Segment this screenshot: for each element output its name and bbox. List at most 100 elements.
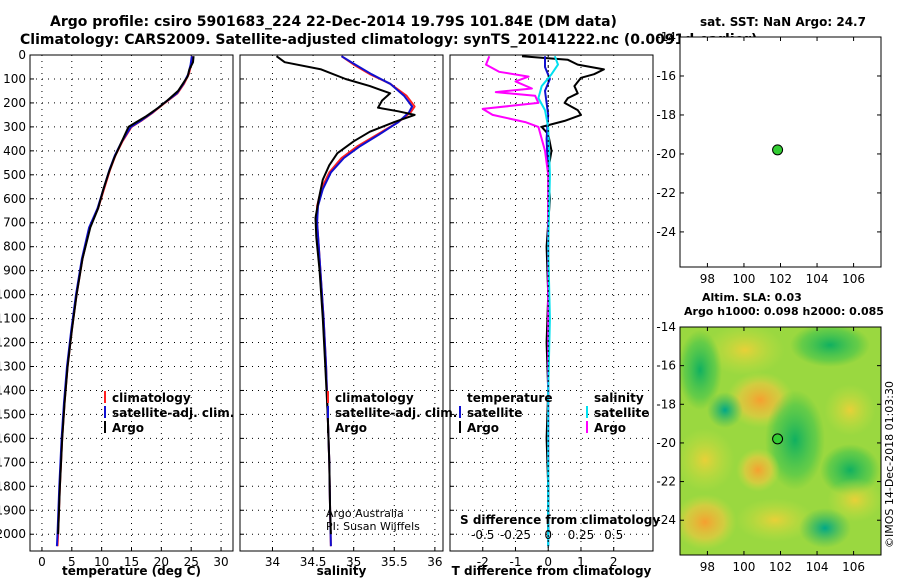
s-diff-tick-label: -0.25 bbox=[500, 528, 531, 542]
legend-swatch-climatology bbox=[104, 391, 106, 403]
y-tick-label: 1200 bbox=[0, 336, 26, 350]
y-tick-label: 1800 bbox=[0, 479, 26, 493]
legend-t-argo: Argo bbox=[467, 421, 499, 435]
depth-axis-labels: 0 100 200 300 400 500 600 700 800 900 1000 1100 1200… bbox=[0, 48, 26, 541]
series-argo bbox=[275, 55, 416, 535]
y-tick-label: 800 bbox=[3, 240, 26, 254]
y-tick-label: 700 bbox=[3, 216, 26, 230]
legend-salinity-title: salinity bbox=[594, 391, 644, 405]
legend-s-satellite: satellite bbox=[594, 406, 649, 420]
temp-legend: climatology satellite-adj. clim. Argo bbox=[104, 391, 234, 435]
series-t-argo-clim bbox=[521, 55, 605, 535]
y-tick-label: 200 bbox=[3, 96, 26, 110]
x-tick-label: 100 bbox=[733, 272, 756, 286]
plot-frame bbox=[29, 54, 234, 552]
sal-legend: climatology satellite-adj. clim. Argo Ar… bbox=[326, 391, 457, 533]
x-tick-label: 34.5 bbox=[300, 555, 327, 569]
x-tick-label: 30 bbox=[213, 555, 228, 569]
legend-climatology: climatology bbox=[335, 391, 414, 405]
legend-swatch-satellite bbox=[104, 406, 106, 418]
y-tick-label: -24 bbox=[656, 225, 676, 239]
float-position-marker bbox=[772, 144, 784, 156]
legend-swatch-t-satellite bbox=[459, 406, 461, 418]
legend-satellite: satellite-adj. clim. bbox=[112, 406, 234, 420]
sst-title: sat. SST: NaN Argo: 24.7 bbox=[700, 15, 866, 29]
diff-legend: temperature satellite Argo salinity sate… bbox=[459, 391, 660, 542]
x-tick-label: -1 bbox=[509, 555, 521, 569]
x-tick-label: -2 bbox=[477, 555, 489, 569]
x-tick-label: 0 bbox=[544, 555, 552, 569]
legend-swatch-climatology bbox=[327, 391, 329, 403]
x-tick-label: 1 bbox=[577, 555, 585, 569]
x-tick-label: 0 bbox=[38, 555, 46, 569]
y-tick-label: 2000 bbox=[0, 527, 26, 541]
y-tick-label: 600 bbox=[3, 192, 26, 206]
difference-panel: -2 -1 0 1 2T difference from climatology bbox=[449, 54, 654, 578]
title-line-1: Argo profile: csiro 5901683_224 22-Dec-2… bbox=[50, 14, 617, 30]
y-tick-label: 1900 bbox=[0, 503, 26, 517]
y-tick-label: -16 bbox=[656, 359, 676, 373]
temperature-panel: 0 5 10 15 20 25 30 temperature (deg C) bbox=[29, 54, 234, 578]
x-tick-label: 2 bbox=[610, 555, 618, 569]
y-tick-label: -14 bbox=[656, 30, 676, 44]
y-tick-label: 500 bbox=[3, 168, 26, 182]
y-tick-label: 100 bbox=[3, 72, 26, 86]
y-tick-label: 1300 bbox=[0, 359, 26, 373]
legend-swatch-s-satellite bbox=[586, 406, 588, 418]
legend-argo: Argo bbox=[335, 421, 367, 435]
series-argo bbox=[57, 56, 195, 535]
y-tick-label: 1100 bbox=[0, 312, 26, 326]
x-tick-label: 102 bbox=[769, 272, 792, 286]
legend-swatch-t-argo bbox=[459, 421, 461, 433]
plot-frame bbox=[239, 54, 444, 552]
y-tick-label: 900 bbox=[3, 264, 26, 278]
s-diff-tick-label: -0.5 bbox=[471, 528, 494, 542]
x-axis-label: temperature (deg C) bbox=[62, 564, 201, 578]
legend-temperature-title: temperature bbox=[467, 391, 552, 405]
x-tick-label: 35.5 bbox=[381, 555, 408, 569]
y-tick-label: 0 bbox=[18, 48, 26, 62]
salinity-panel: 34 34.5 35 35.5 36 salinity bbox=[239, 54, 444, 578]
imos-stamp: ©IMOS 14-Dec-2018 01:03:30 bbox=[883, 381, 896, 548]
s-diff-label: S difference from climatology bbox=[460, 513, 660, 527]
x-tick-label: 20 bbox=[154, 555, 169, 569]
x-tick-label: 35 bbox=[346, 555, 361, 569]
sla-title-1: Altim. SLA: 0.03 bbox=[702, 291, 802, 304]
credit-line-2: PI: Susan Wijffels bbox=[326, 520, 420, 533]
legend-swatch-satellite bbox=[327, 406, 329, 418]
x-tick-label: 5 bbox=[68, 555, 76, 569]
y-tick-label: -20 bbox=[656, 436, 676, 450]
x-tick-label: 100 bbox=[733, 560, 756, 574]
s-diff-ticks: -0.5 -0.25 0 0.25 0.5 bbox=[471, 528, 623, 542]
x-tick-label: 106 bbox=[842, 560, 865, 574]
s-diff-tick-label: 0 bbox=[544, 528, 552, 542]
s-diff-tick-label: 0.5 bbox=[604, 528, 623, 542]
x-tick-label: 36 bbox=[427, 555, 442, 569]
legend-satellite: satellite-adj. clim. bbox=[335, 406, 457, 420]
x-tick-label: 106 bbox=[842, 272, 865, 286]
credit-line-1: Argo Australia bbox=[326, 507, 404, 520]
legend-swatch-argo bbox=[327, 421, 329, 433]
x-axis-label: T difference from climatology bbox=[452, 564, 652, 578]
x-tick-label: 25 bbox=[184, 555, 199, 569]
y-tick-label: -20 bbox=[656, 147, 676, 161]
y-tick-label: -22 bbox=[656, 186, 676, 200]
sst-map-axes: 98 100 102 104 106 -14 -16 -18 -20 -22 -24 bbox=[656, 30, 881, 286]
y-tick-label: -18 bbox=[656, 397, 676, 411]
y-tick-label: 1400 bbox=[0, 383, 26, 397]
x-tick-label: 15 bbox=[124, 555, 139, 569]
x-tick-label: 104 bbox=[806, 272, 829, 286]
legend-swatch-s-argo bbox=[586, 421, 588, 433]
legend-argo: Argo bbox=[112, 421, 144, 435]
x-tick-label: 34 bbox=[265, 555, 280, 569]
y-tick-label: 300 bbox=[3, 120, 26, 134]
float-position-marker bbox=[772, 433, 784, 445]
y-tick-label: 1700 bbox=[0, 455, 26, 469]
x-tick-label: 98 bbox=[700, 272, 715, 286]
y-tick-label: -16 bbox=[656, 69, 676, 83]
sla-title-2: Argo h1000: 0.098 h2000: 0.085 bbox=[684, 305, 884, 318]
legend-s-argo: Argo bbox=[594, 421, 626, 435]
x-tick-label: 98 bbox=[700, 560, 715, 574]
x-tick-label: 104 bbox=[806, 560, 829, 574]
